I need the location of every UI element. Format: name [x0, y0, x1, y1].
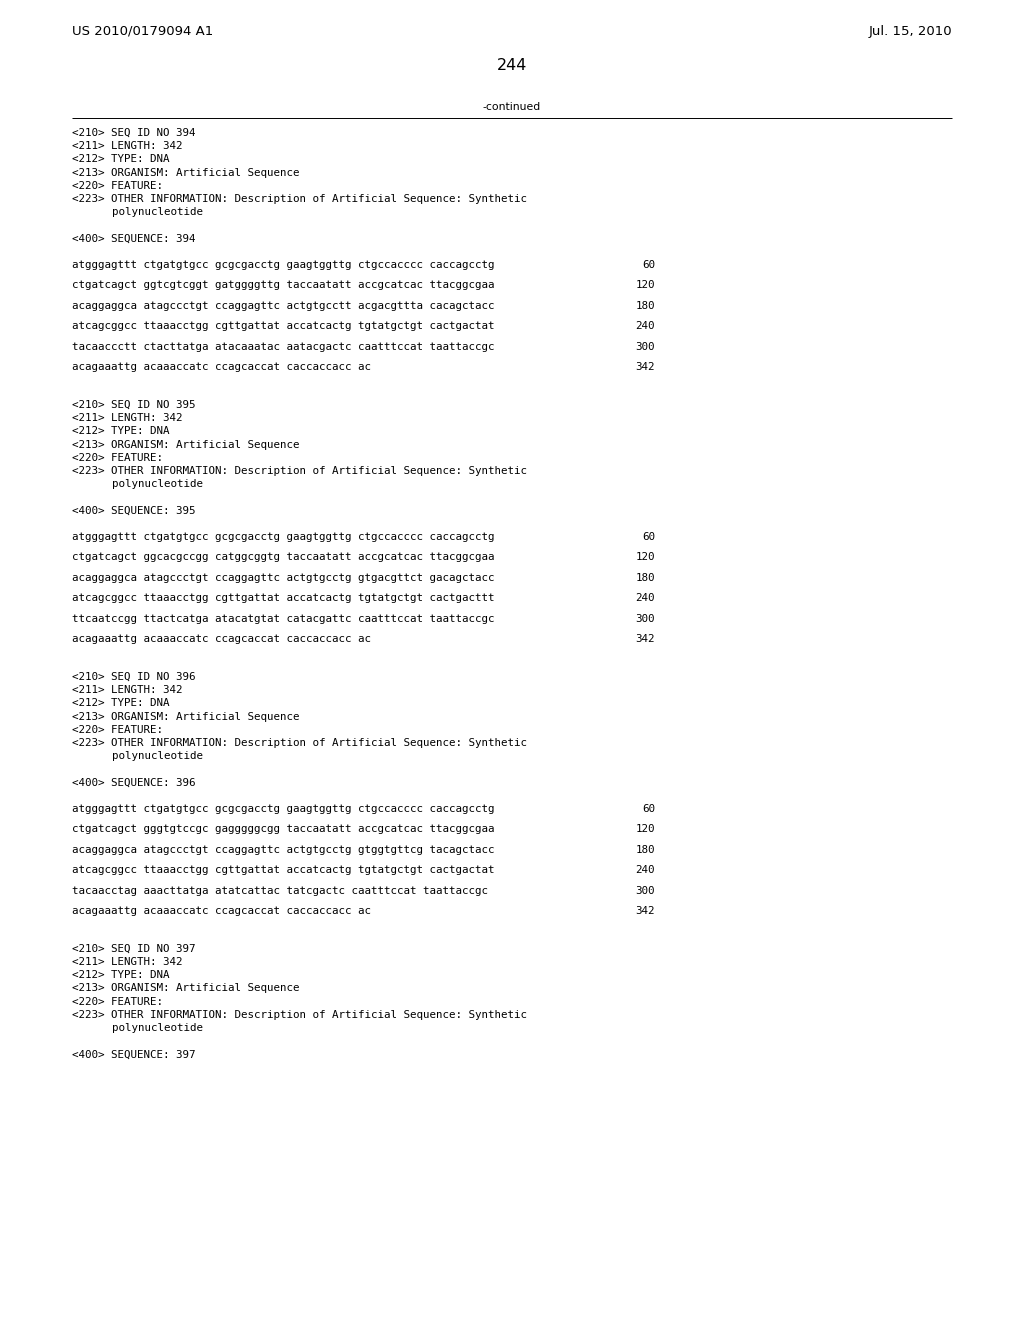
- Text: <400> SEQUENCE: 396: <400> SEQUENCE: 396: [72, 777, 196, 788]
- Text: ctgatcagct ggtcgtcggt gatggggttg taccaatatt accgcatcac ttacggcgaa: ctgatcagct ggtcgtcggt gatggggttg taccaat…: [72, 280, 495, 290]
- Text: acagaaattg acaaaccatc ccagcaccat caccaccacc ac: acagaaattg acaaaccatc ccagcaccat caccacc…: [72, 907, 371, 916]
- Text: <213> ORGANISM: Artificial Sequence: <213> ORGANISM: Artificial Sequence: [72, 711, 299, 722]
- Text: <220> FEATURE:: <220> FEATURE:: [72, 997, 163, 1007]
- Text: acagaaattg acaaaccatc ccagcaccat caccaccacc ac: acagaaattg acaaaccatc ccagcaccat caccacc…: [72, 362, 371, 372]
- Text: 240: 240: [636, 594, 655, 603]
- Text: 300: 300: [636, 886, 655, 896]
- Text: 300: 300: [636, 614, 655, 624]
- Text: 120: 120: [636, 553, 655, 562]
- Text: acagaaattg acaaaccatc ccagcaccat caccaccacc ac: acagaaattg acaaaccatc ccagcaccat caccacc…: [72, 635, 371, 644]
- Text: US 2010/0179094 A1: US 2010/0179094 A1: [72, 25, 213, 38]
- Text: 240: 240: [636, 321, 655, 331]
- Text: <400> SEQUENCE: 394: <400> SEQUENCE: 394: [72, 234, 196, 244]
- Text: <210> SEQ ID NO 395: <210> SEQ ID NO 395: [72, 400, 196, 411]
- Text: <223> OTHER INFORMATION: Description of Artificial Sequence: Synthetic: <223> OTHER INFORMATION: Description of …: [72, 466, 527, 477]
- Text: tacaacctag aaacttatga atatcattac tatcgactc caatttccat taattaccgc: tacaacctag aaacttatga atatcattac tatcgac…: [72, 886, 488, 896]
- Text: 60: 60: [642, 804, 655, 814]
- Text: atgggagttt ctgatgtgcc gcgcgacctg gaagtggttg ctgccacccc caccagcctg: atgggagttt ctgatgtgcc gcgcgacctg gaagtgg…: [72, 260, 495, 271]
- Text: 300: 300: [636, 342, 655, 352]
- Text: <212> TYPE: DNA: <212> TYPE: DNA: [72, 698, 170, 709]
- Text: <223> OTHER INFORMATION: Description of Artificial Sequence: Synthetic: <223> OTHER INFORMATION: Description of …: [72, 738, 527, 748]
- Text: 240: 240: [636, 866, 655, 875]
- Text: <213> ORGANISM: Artificial Sequence: <213> ORGANISM: Artificial Sequence: [72, 168, 299, 178]
- Text: ttcaatccgg ttactcatga atacatgtat catacgattc caatttccat taattaccgc: ttcaatccgg ttactcatga atacatgtat catacga…: [72, 614, 495, 624]
- Text: tacaaccctt ctacttatga atacaaatac aatacgactc caatttccat taattaccgc: tacaaccctt ctacttatga atacaaatac aatacga…: [72, 342, 495, 352]
- Text: acaggaggca atagccctgt ccaggagttc actgtgcctt acgacgttta cacagctacc: acaggaggca atagccctgt ccaggagttc actgtgc…: [72, 301, 495, 312]
- Text: <210> SEQ ID NO 397: <210> SEQ ID NO 397: [72, 944, 196, 954]
- Text: <220> FEATURE:: <220> FEATURE:: [72, 181, 163, 191]
- Text: polynucleotide: polynucleotide: [112, 479, 203, 490]
- Text: atcagcggcc ttaaacctgg cgttgattat accatcactg tgtatgctgt cactgacttt: atcagcggcc ttaaacctgg cgttgattat accatca…: [72, 594, 495, 603]
- Text: <212> TYPE: DNA: <212> TYPE: DNA: [72, 154, 170, 165]
- Text: <220> FEATURE:: <220> FEATURE:: [72, 453, 163, 463]
- Text: <400> SEQUENCE: 397: <400> SEQUENCE: 397: [72, 1049, 196, 1060]
- Text: acaggaggca atagccctgt ccaggagttc actgtgcctg gtgacgttct gacagctacc: acaggaggca atagccctgt ccaggagttc actgtgc…: [72, 573, 495, 583]
- Text: <212> TYPE: DNA: <212> TYPE: DNA: [72, 426, 170, 437]
- Text: ctgatcagct gggtgtccgc gagggggcgg taccaatatt accgcatcac ttacggcgaa: ctgatcagct gggtgtccgc gagggggcgg taccaat…: [72, 825, 495, 834]
- Text: 180: 180: [636, 845, 655, 855]
- Text: <210> SEQ ID NO 394: <210> SEQ ID NO 394: [72, 128, 196, 139]
- Text: Jul. 15, 2010: Jul. 15, 2010: [868, 25, 952, 38]
- Text: <210> SEQ ID NO 396: <210> SEQ ID NO 396: [72, 672, 196, 682]
- Text: <213> ORGANISM: Artificial Sequence: <213> ORGANISM: Artificial Sequence: [72, 440, 299, 450]
- Text: <220> FEATURE:: <220> FEATURE:: [72, 725, 163, 735]
- Text: <211> LENGTH: 342: <211> LENGTH: 342: [72, 413, 182, 424]
- Text: polynucleotide: polynucleotide: [112, 207, 203, 218]
- Text: <223> OTHER INFORMATION: Description of Artificial Sequence: Synthetic: <223> OTHER INFORMATION: Description of …: [72, 1010, 527, 1020]
- Text: <211> LENGTH: 342: <211> LENGTH: 342: [72, 957, 182, 968]
- Text: ctgatcagct ggcacgccgg catggcggtg taccaatatt accgcatcac ttacggcgaa: ctgatcagct ggcacgccgg catggcggtg taccaat…: [72, 553, 495, 562]
- Text: 180: 180: [636, 301, 655, 312]
- Text: 342: 342: [636, 635, 655, 644]
- Text: polynucleotide: polynucleotide: [112, 1023, 203, 1034]
- Text: 342: 342: [636, 907, 655, 916]
- Text: 180: 180: [636, 573, 655, 583]
- Text: <211> LENGTH: 342: <211> LENGTH: 342: [72, 685, 182, 696]
- Text: <211> LENGTH: 342: <211> LENGTH: 342: [72, 141, 182, 152]
- Text: <223> OTHER INFORMATION: Description of Artificial Sequence: Synthetic: <223> OTHER INFORMATION: Description of …: [72, 194, 527, 205]
- Text: 60: 60: [642, 532, 655, 543]
- Text: 60: 60: [642, 260, 655, 271]
- Text: 120: 120: [636, 825, 655, 834]
- Text: 120: 120: [636, 280, 655, 290]
- Text: <213> ORGANISM: Artificial Sequence: <213> ORGANISM: Artificial Sequence: [72, 983, 299, 994]
- Text: atcagcggcc ttaaacctgg cgttgattat accatcactg tgtatgctgt cactgactat: atcagcggcc ttaaacctgg cgttgattat accatca…: [72, 866, 495, 875]
- Text: atgggagttt ctgatgtgcc gcgcgacctg gaagtggttg ctgccacccc caccagcctg: atgggagttt ctgatgtgcc gcgcgacctg gaagtgg…: [72, 532, 495, 543]
- Text: 342: 342: [636, 362, 655, 372]
- Text: -continued: -continued: [483, 102, 541, 112]
- Text: 244: 244: [497, 58, 527, 73]
- Text: <400> SEQUENCE: 395: <400> SEQUENCE: 395: [72, 506, 196, 516]
- Text: atgggagttt ctgatgtgcc gcgcgacctg gaagtggttg ctgccacccc caccagcctg: atgggagttt ctgatgtgcc gcgcgacctg gaagtgg…: [72, 804, 495, 814]
- Text: polynucleotide: polynucleotide: [112, 751, 203, 762]
- Text: <212> TYPE: DNA: <212> TYPE: DNA: [72, 970, 170, 981]
- Text: acaggaggca atagccctgt ccaggagttc actgtgcctg gtggtgttcg tacagctacc: acaggaggca atagccctgt ccaggagttc actgtgc…: [72, 845, 495, 855]
- Text: atcagcggcc ttaaacctgg cgttgattat accatcactg tgtatgctgt cactgactat: atcagcggcc ttaaacctgg cgttgattat accatca…: [72, 321, 495, 331]
